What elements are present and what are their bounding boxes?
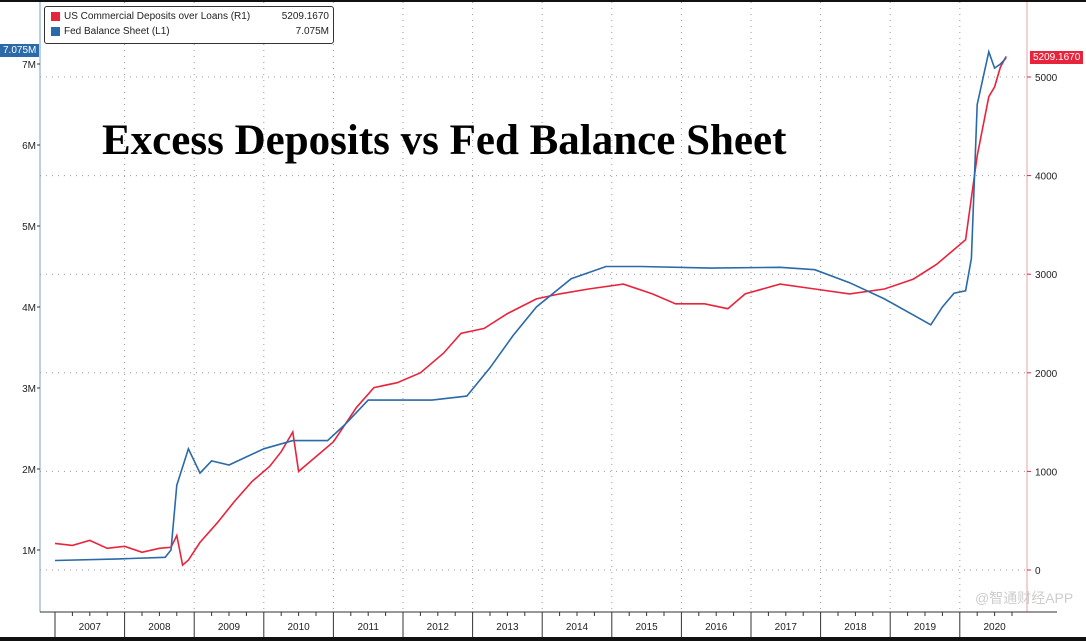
top-border — [0, 0, 1086, 2]
watermark: @智通财经APP — [975, 590, 1074, 606]
x-tick-label: 2010 — [287, 622, 310, 633]
x-tick-label: 2018 — [844, 622, 867, 633]
left-tick-label: 2M — [22, 465, 36, 476]
chart-title: Excess Deposits vs Fed Balance Sheet — [102, 117, 787, 164]
x-tick-label: 2015 — [635, 622, 658, 633]
left-tick-label: 6M — [22, 141, 36, 152]
legend-label: Fed Balance Sheet (L1) — [64, 26, 170, 37]
legend-value: 5209.1670 — [281, 11, 329, 22]
left-tick-label: 5M — [22, 222, 36, 233]
x-tick-label: 2019 — [914, 622, 937, 633]
right-tick-label: 2000 — [1035, 369, 1058, 380]
left-tick-label: 3M — [22, 384, 36, 395]
x-tick-label: 2009 — [218, 622, 241, 633]
right-tick-label: 4000 — [1035, 172, 1058, 183]
legend-label: US Commercial Deposits over Loans (R1) — [64, 11, 251, 22]
legend-swatch-blue — [51, 27, 60, 36]
left-tick-label: 4M — [22, 303, 36, 314]
x-tick-label: 2012 — [427, 622, 450, 633]
right-last-value-tag: 5209.1670 — [1030, 51, 1084, 64]
x-tick-label: 2011 — [357, 622, 379, 633]
fed-balance-sheet-line — [54, 48, 1007, 562]
x-tick-label: 2014 — [566, 622, 589, 633]
right-tick-label: 3000 — [1035, 270, 1058, 281]
x-tick-label: 2020 — [983, 622, 1006, 633]
legend-value: 7.075M — [295, 26, 329, 37]
x-tick-label: 2017 — [775, 622, 798, 633]
right-tick-label: 1000 — [1035, 467, 1058, 478]
bottom-border — [0, 637, 1086, 641]
legend: US Commercial Deposits over Loans (R1) 5… — [44, 6, 334, 44]
left-tick-label: 1M — [22, 546, 36, 557]
right-tick-label: 0 — [1035, 566, 1041, 577]
legend-item-fed: Fed Balance Sheet (L1) 7.075M — [51, 26, 329, 37]
x-tick-label: 2016 — [705, 622, 728, 633]
deposits-over-loans-line — [54, 56, 1007, 567]
left-tick-label: 7M — [22, 60, 36, 71]
legend-swatch-red — [51, 12, 60, 21]
x-tick-label: 2008 — [148, 622, 171, 633]
x-tick-label: 2007 — [79, 622, 102, 633]
left-last-value-tag: 7.075M — [0, 44, 40, 57]
x-tick-label: 2013 — [496, 622, 519, 633]
legend-item-deposits: US Commercial Deposits over Loans (R1) 5… — [51, 11, 329, 22]
right-tick-label: 5000 — [1035, 73, 1058, 84]
